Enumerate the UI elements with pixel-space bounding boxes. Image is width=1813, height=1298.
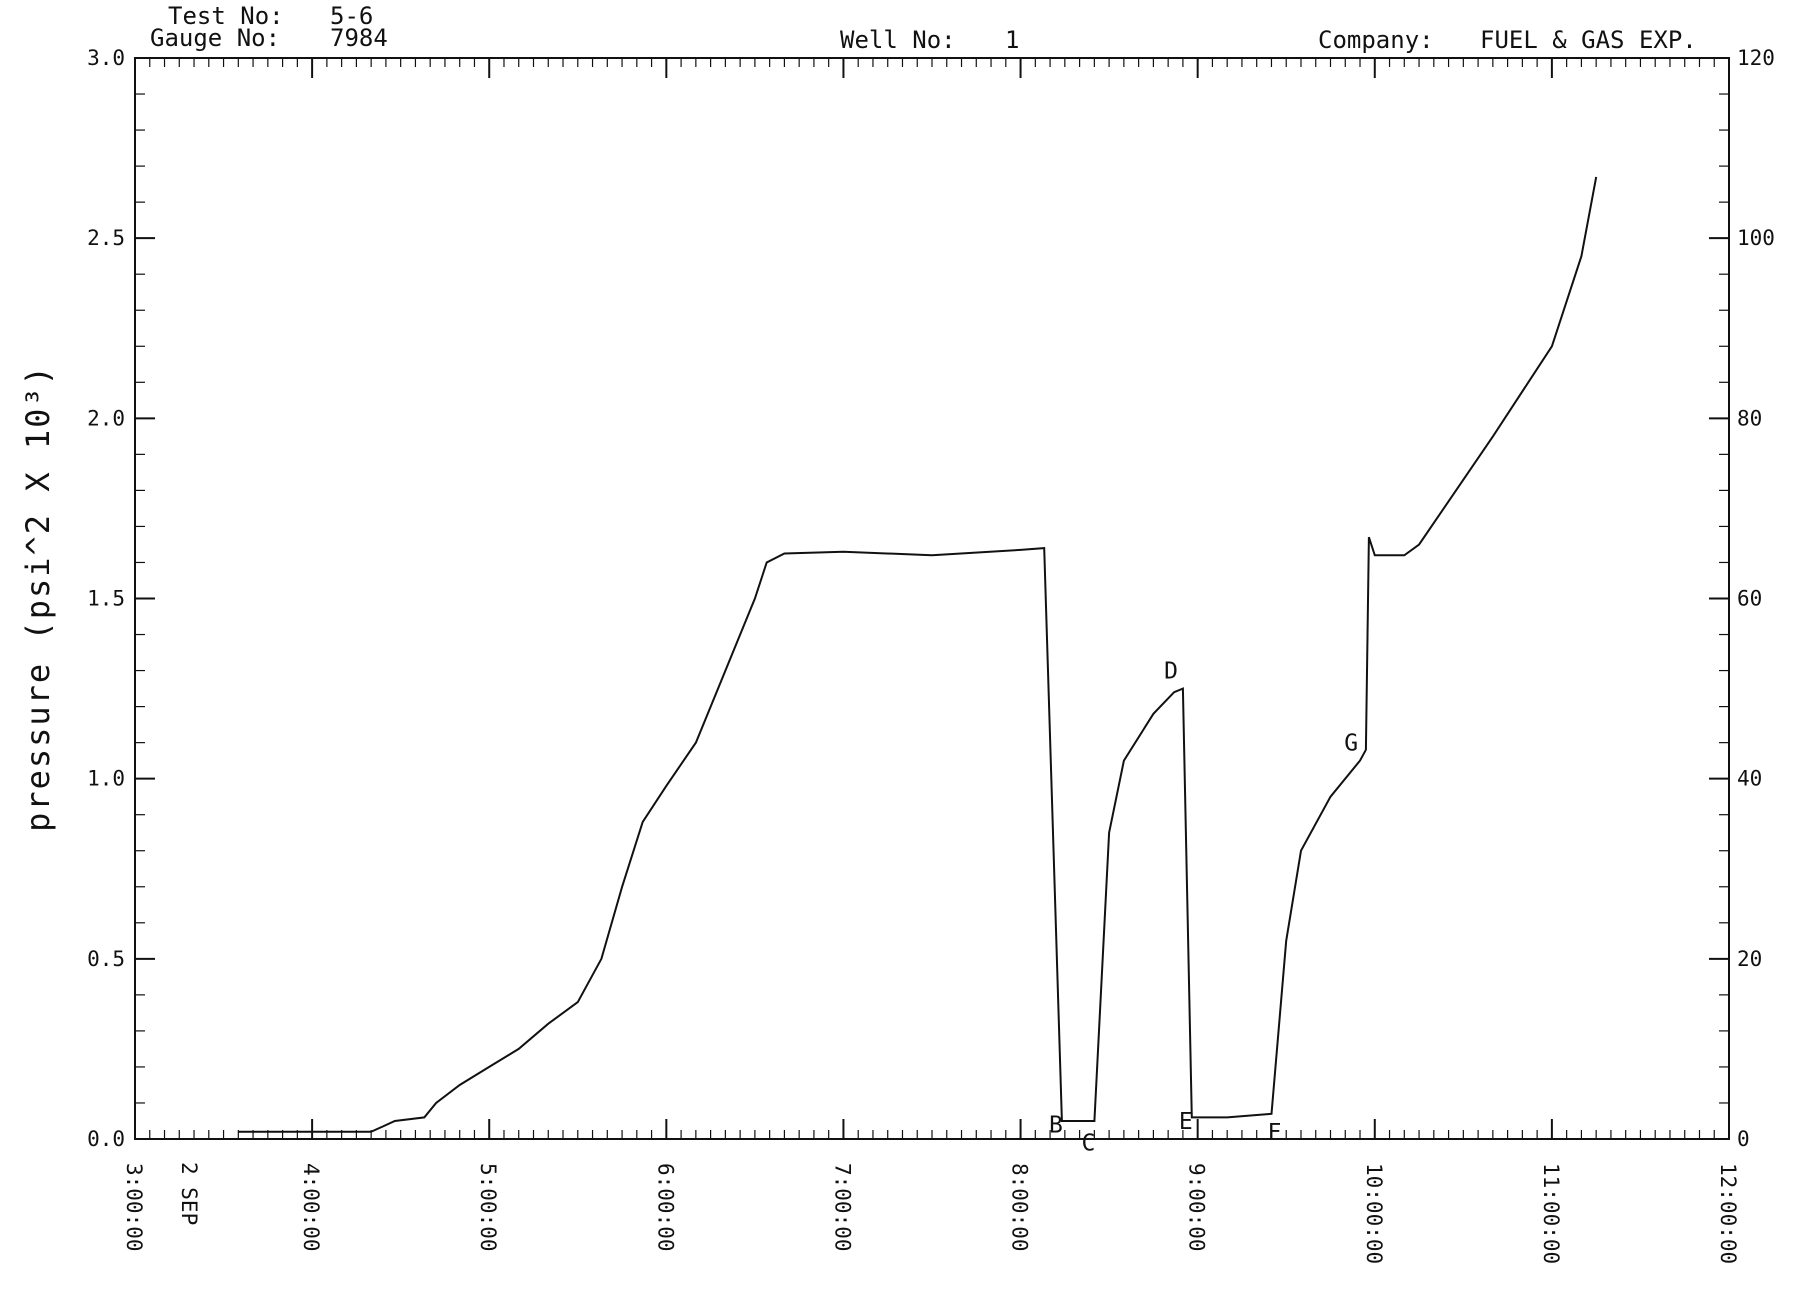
plot-frame	[134, 57, 1730, 1140]
gauge-no-label: Gauge No:	[150, 24, 280, 52]
x-tick-label: 3:00:00	[122, 1163, 146, 1252]
y-tick-labels: 0.0 0.5 1.0 1.5 2.0 2.5 3.0	[87, 46, 125, 1151]
x-tick-label: 9:00:00	[1185, 1163, 1209, 1252]
test-no-label: Test No:	[168, 2, 284, 30]
x-tick-label: 4:00:00	[299, 1163, 323, 1252]
pressure-series-line	[238, 176, 1598, 1133]
x-tick-label: 10:00:00	[1362, 1163, 1386, 1264]
annotation-c: C	[1082, 1131, 1096, 1157]
point-annotations: BC D E F G	[1049, 659, 1358, 1157]
annotation-f: F	[1267, 1120, 1281, 1146]
x-tick-label: 12:00:00	[1716, 1163, 1740, 1264]
y2-tick-label: 60	[1737, 587, 1762, 611]
y2-tick-label: 120	[1737, 46, 1775, 70]
y2-tick-label: 0	[1737, 1127, 1750, 1151]
y-tick-label: 0.5	[87, 947, 125, 971]
x-tick-labels: 3:00:00 4:00:00 5:00:00 6:00:00 7:00:00 8:00:…	[122, 1163, 1740, 1264]
company-value: FUEL & GAS EXP.	[1480, 26, 1697, 54]
y-tick-label: 2.5	[87, 226, 125, 250]
y2-tick-label: 100	[1737, 226, 1775, 250]
annotation-d: D	[1164, 659, 1178, 685]
annotation-b: B	[1049, 1113, 1063, 1139]
y-tick-label: 1.5	[87, 587, 125, 611]
annotation-e: E	[1179, 1109, 1193, 1135]
chart-header: Test No: 5-6 Gauge No: 7984 Well No: 1 C…	[150, 2, 1697, 54]
x-tick-label: 6:00:00	[653, 1163, 677, 1252]
well-no-value: 1	[1005, 26, 1019, 54]
company-label: Company:	[1318, 26, 1434, 54]
x-tick-label: 11:00:00	[1539, 1163, 1563, 1264]
y-tick-label: 1.0	[87, 767, 125, 791]
y-axis-label: pressure (psi^2 X 10³)	[19, 364, 57, 832]
y2-tick-label: 40	[1737, 767, 1762, 791]
x-tick-label: 8:00:00	[1008, 1163, 1032, 1252]
annotation-g: G	[1344, 731, 1358, 757]
y-tick-label: 2.0	[87, 406, 125, 430]
y-tick-label: 3.0	[87, 46, 125, 70]
test-no-value: 5-6	[330, 2, 373, 30]
gauge-no-value: 7984	[330, 24, 388, 52]
well-no-label: Well No:	[840, 26, 956, 54]
y2-tick-labels: 0 20 40 60 80 100 120	[1737, 46, 1775, 1151]
date-label: 2 SEP	[177, 1162, 201, 1225]
minor-ticks	[135, 58, 1729, 1139]
y-tick-label: 0.0	[87, 1127, 125, 1151]
major-ticks	[134, 57, 1730, 1140]
y2-tick-label: 20	[1737, 947, 1762, 971]
y2-tick-label: 80	[1737, 406, 1762, 430]
x-tick-label: 5:00:00	[476, 1163, 500, 1252]
x-tick-label: 7:00:00	[830, 1163, 854, 1252]
